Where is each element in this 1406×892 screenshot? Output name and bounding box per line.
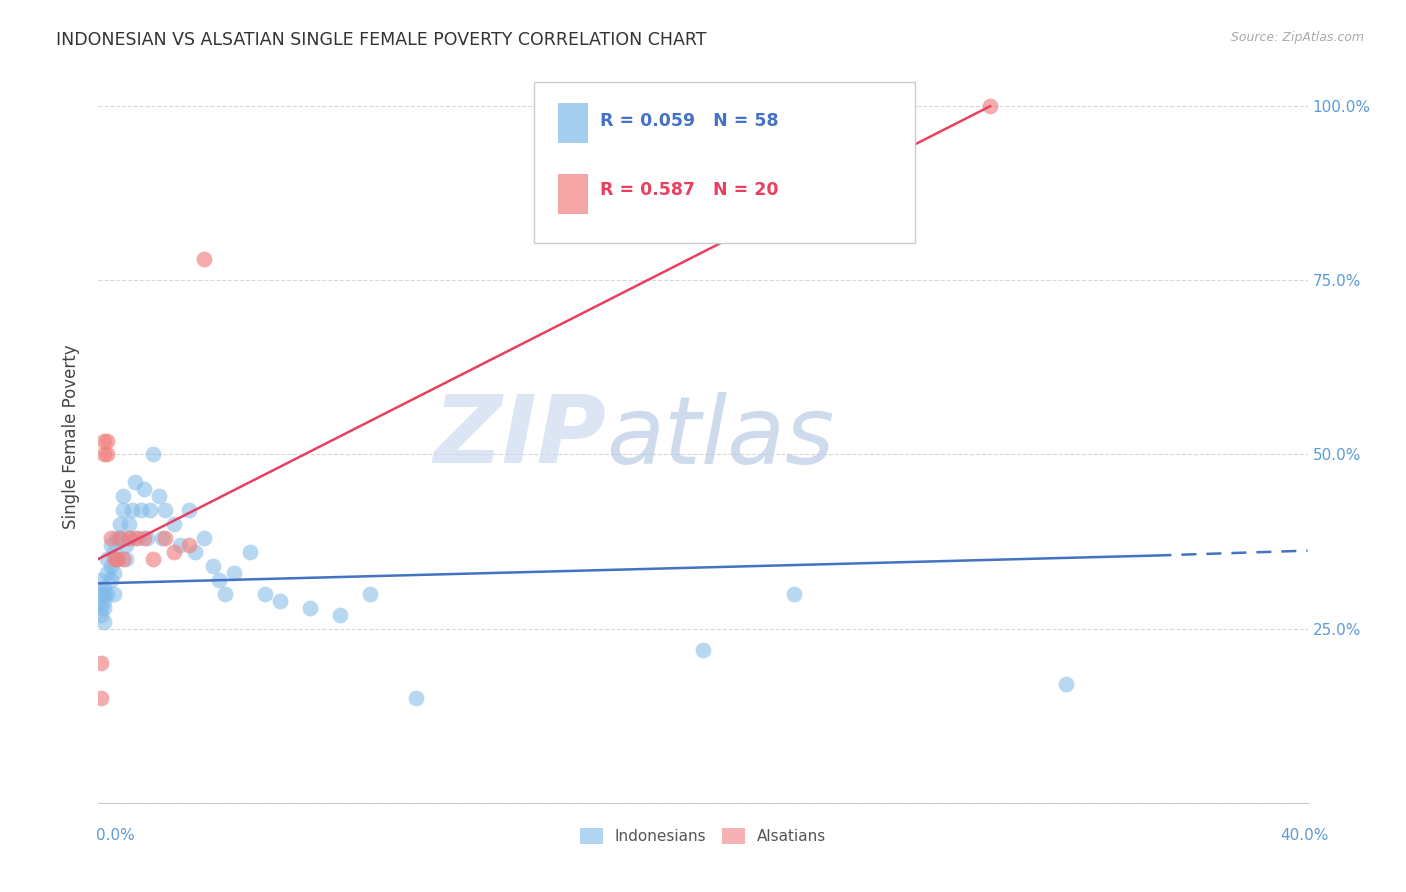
Point — [100, 538, 122, 552]
Point — [90, 607, 112, 622]
Point — [90, 657, 112, 671]
Point — [118, 531, 141, 545]
Point — [103, 587, 125, 601]
Point — [105, 531, 128, 545]
Point — [179, 503, 201, 517]
Point — [163, 517, 186, 532]
Point — [142, 552, 165, 566]
Point — [124, 531, 146, 545]
Point — [96, 566, 118, 580]
Point — [224, 566, 246, 580]
Point — [129, 503, 152, 517]
Point — [360, 587, 382, 601]
Point — [114, 552, 136, 566]
Point — [118, 531, 141, 545]
Point — [100, 558, 122, 573]
Text: R = 0.587   N = 20: R = 0.587 N = 20 — [600, 181, 779, 199]
Point — [93, 587, 115, 601]
FancyBboxPatch shape — [534, 82, 915, 244]
Point — [111, 489, 134, 503]
Point — [108, 531, 131, 545]
Point — [105, 552, 128, 566]
Bar — [558, 103, 588, 143]
Point — [148, 489, 170, 503]
Text: ZIP: ZIP — [433, 391, 606, 483]
Point — [132, 483, 155, 497]
Point — [118, 517, 141, 532]
Point — [90, 691, 112, 706]
Point — [1054, 677, 1077, 691]
Point — [90, 600, 112, 615]
Point — [179, 538, 201, 552]
Text: 40.0%: 40.0% — [1281, 828, 1329, 843]
Point — [100, 531, 122, 545]
Point — [103, 552, 125, 566]
Point — [153, 531, 176, 545]
Point — [93, 600, 115, 615]
Text: atlas: atlas — [606, 392, 835, 483]
Point — [132, 531, 155, 545]
Point — [93, 434, 115, 448]
Point — [150, 531, 173, 545]
Point — [111, 552, 134, 566]
Point — [93, 615, 115, 629]
Point — [93, 448, 115, 462]
Point — [783, 587, 806, 601]
Point — [108, 517, 131, 532]
Point — [142, 448, 165, 462]
Bar — [558, 174, 588, 214]
Point — [135, 531, 157, 545]
Point — [208, 573, 231, 587]
Point — [96, 434, 118, 448]
Point — [299, 600, 322, 615]
Point — [193, 252, 215, 267]
Point — [139, 503, 162, 517]
Point — [93, 594, 115, 608]
Point — [114, 538, 136, 552]
Point — [96, 448, 118, 462]
Point — [979, 99, 1001, 113]
Point — [96, 587, 118, 601]
Point — [692, 642, 714, 657]
Point — [100, 573, 122, 587]
Point — [90, 573, 112, 587]
Point — [111, 503, 134, 517]
Point — [103, 545, 125, 559]
Point — [269, 594, 291, 608]
Text: 0.0%: 0.0% — [96, 828, 135, 843]
Point — [405, 691, 427, 706]
Legend: Indonesians, Alsatians: Indonesians, Alsatians — [574, 822, 832, 850]
Text: INDONESIAN VS ALSATIAN SINGLE FEMALE POVERTY CORRELATION CHART: INDONESIAN VS ALSATIAN SINGLE FEMALE POV… — [56, 31, 707, 49]
Point — [202, 558, 225, 573]
Point — [105, 552, 128, 566]
Point — [93, 580, 115, 594]
Point — [239, 545, 262, 559]
Point — [90, 587, 112, 601]
Point — [96, 552, 118, 566]
Point — [169, 538, 191, 552]
Text: R = 0.059   N = 58: R = 0.059 N = 58 — [600, 112, 779, 129]
Point — [153, 503, 176, 517]
Point — [253, 587, 276, 601]
Point — [103, 566, 125, 580]
Point — [124, 475, 146, 490]
Text: Source: ZipAtlas.com: Source: ZipAtlas.com — [1230, 31, 1364, 45]
Y-axis label: Single Female Poverty: Single Female Poverty — [62, 345, 80, 529]
Point — [163, 545, 186, 559]
Point — [214, 587, 236, 601]
Point — [193, 531, 215, 545]
Point — [108, 531, 131, 545]
Point — [121, 503, 143, 517]
Point — [127, 531, 149, 545]
Point — [184, 545, 207, 559]
Point — [329, 607, 352, 622]
